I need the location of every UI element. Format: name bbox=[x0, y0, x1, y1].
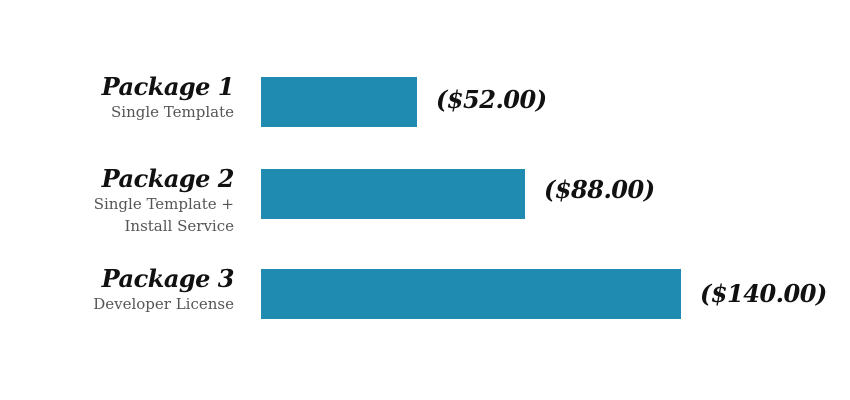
category-label: Package 2 bbox=[101, 164, 235, 193]
category-description: Single Template bbox=[111, 103, 234, 121]
category-description: Developer License bbox=[93, 295, 234, 313]
value-label: ($52.00) bbox=[436, 85, 547, 114]
category-description: Single Template + bbox=[93, 195, 234, 213]
value-label: ($88.00) bbox=[544, 175, 655, 204]
category-description: Install Service bbox=[124, 217, 235, 235]
category-label: Package 1 bbox=[101, 72, 235, 101]
bar-package-3 bbox=[261, 269, 681, 319]
row-label-block: Package 2 Single Template + Install Serv… bbox=[93, 164, 235, 237]
bar-package-2 bbox=[261, 169, 525, 219]
value-label: ($140.00) bbox=[700, 279, 827, 308]
bar-package-1 bbox=[261, 77, 417, 127]
row-label-block: Package 3 Developer License bbox=[93, 265, 234, 315]
row-label-block: Package 1 Single Template bbox=[101, 72, 235, 123]
category-label: Package 3 bbox=[101, 264, 235, 293]
